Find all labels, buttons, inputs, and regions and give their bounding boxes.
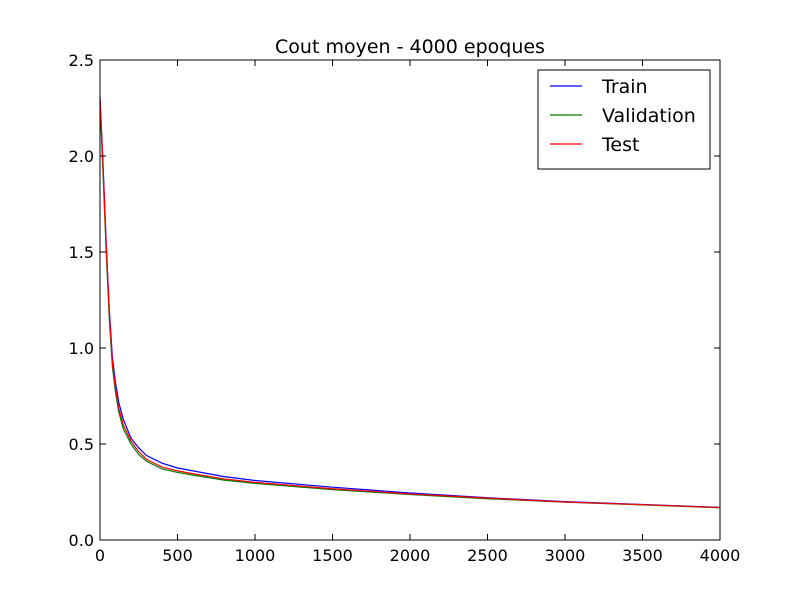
x-tick-label: 2000 [390, 546, 431, 565]
x-tick-label: 2500 [467, 546, 508, 565]
plot-frame [99, 59, 721, 541]
x-tick-label: 3500 [622, 546, 663, 565]
x-tick-label: 3000 [545, 546, 586, 565]
y-tick-label: 0.0 [69, 531, 94, 550]
series-line-test [99, 98, 721, 509]
legend: Train Validation Test [537, 69, 711, 170]
x-tick-label: 1500 [312, 546, 353, 565]
legend-label-train: Train [601, 76, 648, 98]
legend-label-test: Test [601, 134, 639, 156]
legend-label-validation: Validation [602, 105, 696, 127]
x-tick-label: 0 [95, 546, 105, 565]
y-tick-label: 0.5 [69, 435, 94, 454]
y-tick-label: 2.5 [69, 51, 94, 70]
x-tick-label: 4000 [700, 546, 741, 565]
y-tick-label: 1.5 [69, 243, 94, 262]
tick-layer: 0 500 1000 1500 2000 2500 3000 3500 4000 0.0 0.5 1.… [69, 51, 741, 565]
series-layer [99, 96, 721, 509]
chart-title: Cout moyen - 4000 epoques [275, 36, 545, 58]
y-tick-label: 1.0 [69, 339, 94, 358]
x-tick-label: 1000 [235, 546, 276, 565]
x-tick-label: 500 [162, 546, 193, 565]
y-tick-label: 2.0 [69, 147, 94, 166]
